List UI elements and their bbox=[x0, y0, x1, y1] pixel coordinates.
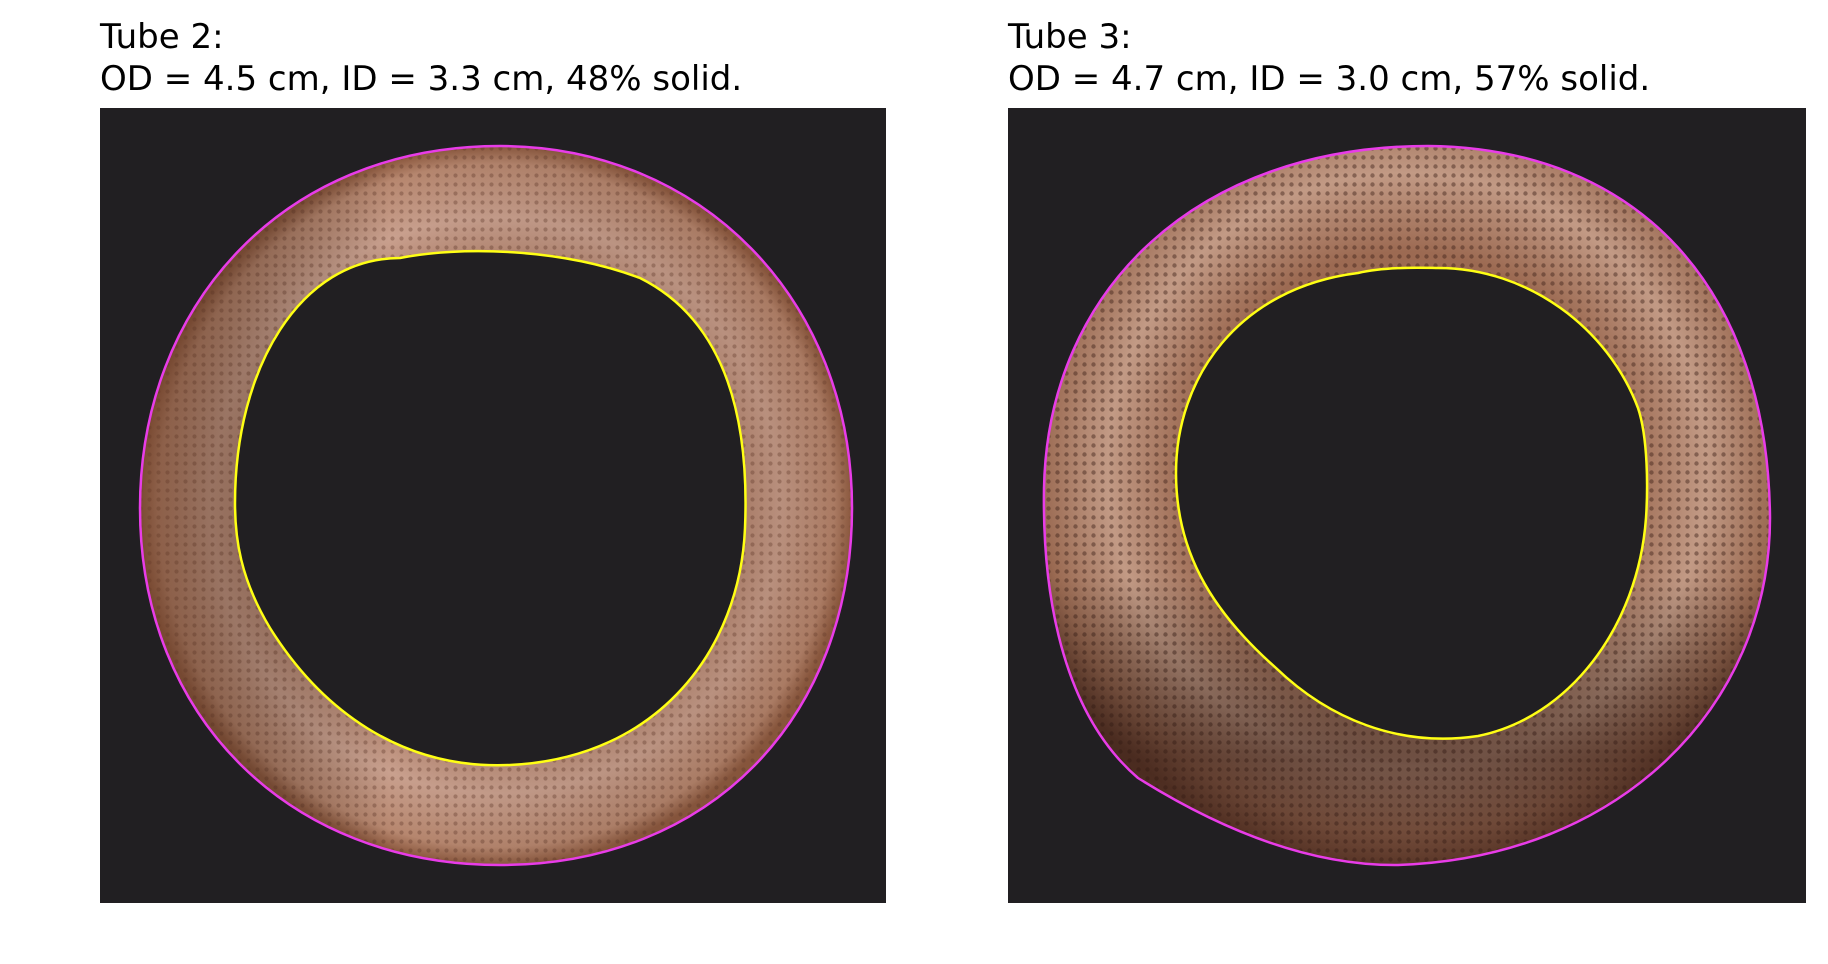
tube2-inner-contour bbox=[233, 249, 747, 767]
tube3-ring bbox=[1043, 146, 1770, 866]
tube2-title-line1: Tube 2: bbox=[100, 17, 224, 57]
tube3-inner-contour bbox=[1174, 266, 1649, 740]
tube3-title-line1: Tube 3: bbox=[1008, 17, 1132, 57]
tube2-image bbox=[100, 108, 886, 903]
tube3-title: Tube 3: OD = 4.7 cm, ID = 3.0 cm, 57% so… bbox=[1008, 16, 1650, 100]
tube3-title-line2: OD = 4.7 cm, ID = 3.0 cm, 57% solid. bbox=[1008, 59, 1651, 99]
tube2-outer-contour bbox=[138, 144, 854, 867]
tube2-title-line2: OD = 4.5 cm, ID = 3.3 cm, 48% solid. bbox=[100, 59, 743, 99]
tube2-title: Tube 2: OD = 4.5 cm, ID = 3.3 cm, 48% so… bbox=[100, 16, 742, 100]
tube3-outer-contour bbox=[1042, 144, 1772, 867]
tube3-image bbox=[1008, 108, 1806, 903]
